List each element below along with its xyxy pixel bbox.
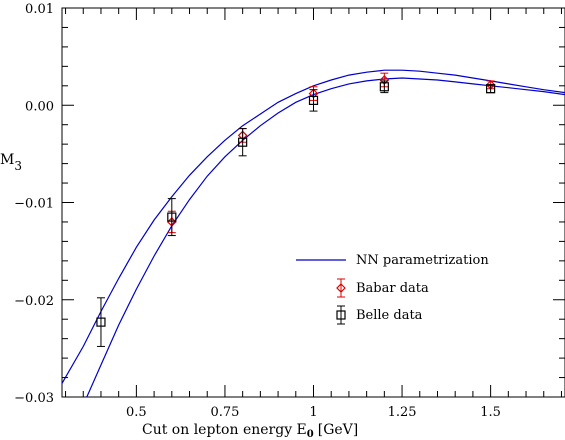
belle-point [308,95,319,105]
y-tick-label: −0.03 [14,391,54,406]
x-axis-title: Cut on lepton energy E0 [GeV] [142,422,358,440]
belle-point [96,317,106,327]
y-tick-label: −0.01 [14,197,54,212]
legend-babar-marker [336,283,346,293]
x-tick-label: 1.5 [480,405,501,420]
band-curve-upper [61,69,565,384]
band-curve-lower [86,77,565,398]
legend-label-square: Belle data [356,308,423,323]
legend-label-diamond: Babar data [356,281,429,296]
legend: NN parametrization Babar data Belle data [296,253,489,325]
legend-belle-marker [336,310,346,320]
belle-point [238,137,248,147]
y-axis-title-sub: 3 [14,159,22,173]
data-points [96,72,496,347]
y-tick-label: 0.01 [25,2,54,17]
belle-point [486,84,496,94]
y-axis-title-main: M [0,152,14,168]
belle-point [167,212,177,222]
y-axis-title: M3 [0,152,22,173]
x-tick-label: 1.25 [388,405,417,420]
x-tick-label: 1 [309,405,317,420]
y-tick-label: −0.02 [14,294,54,309]
y-tick-label: 0.00 [25,99,54,114]
plot-frame [61,7,565,398]
x-tick-label: 0.75 [210,405,239,420]
x-axis-title-main: Cut on lepton energy E [142,422,307,438]
belle-point [379,82,389,92]
nn-band [61,69,565,398]
x-axis-title-unit: [GeV] [318,422,359,438]
axis-ticks [62,7,565,398]
x-axis-title-sub: 0 [307,429,314,440]
legend-label-nn: NN parametrization [356,253,489,268]
x-tick-label: 0.5 [126,405,147,420]
tick-labels: 0.5 0.75 1 1.25 1.5 0.01 0.00 −0.01 −0.02 −0.03 [14,2,501,420]
